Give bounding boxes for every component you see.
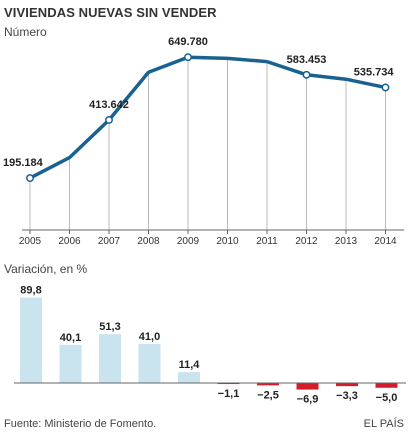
data-point [105,116,113,124]
series-line [28,55,388,180]
x-tick-label: 2011 [256,236,278,247]
bar-value-label: −1,1 [218,388,240,400]
x-tick-label: 2008 [137,236,160,247]
bar [257,383,279,386]
bar-value-label: 51,3 [99,321,120,333]
bar-value-label: −2,5 [257,389,279,401]
chart-title: VIVIENDAS NUEVAS SIN VENDER [4,5,217,20]
data-point [381,83,390,92]
bar [296,383,319,390]
bar-chart-ylabel: Variación, en % [4,262,88,276]
bar-chart: 89,8 40,1 51,3 41,0 11,4 −1,1 −2,5 −6,9 −3,3 −5,0 [14,285,406,406]
line-chart: 2005 2006 2007 2008 2009 2010 2011 2012 2013 2014… [3,36,404,247]
data-label: 535.734 [354,66,395,78]
bar-value-label: −6,9 [297,394,319,406]
x-tick-label: 2013 [335,236,358,247]
line-chart-ylabel: Número [4,25,47,39]
data-label: 649.780 [168,36,208,48]
x-tick-label: 2006 [58,236,81,247]
bar-value-label: −3,3 [336,390,358,402]
data-point [26,174,34,183]
x-tick-label: 2007 [98,236,121,247]
bar [375,383,398,388]
data-label: 413.642 [89,99,129,111]
bar [178,372,200,383]
source-note: Fuente: Ministerio de Fomento. [4,418,157,430]
bar [217,383,240,385]
x-tick-label: 2010 [216,236,239,247]
x-tick-label: 2009 [177,236,200,247]
x-tick-label: 2012 [295,236,318,247]
data-point [184,53,192,62]
x-tick-label: 2005 [19,236,42,247]
bar-value-label: −5,0 [376,392,398,404]
bar [59,344,82,383]
publisher-credit: EL PAÍS [363,418,404,430]
bar-value-label: 89,8 [20,285,41,297]
bar [20,297,42,383]
bar [99,334,121,383]
bar-value-label: 11,4 [179,359,201,371]
x-tick-label: 2014 [374,236,397,247]
data-label: 583.453 [287,54,327,66]
data-label: 195.184 [3,157,44,169]
bar [336,383,358,387]
bar-value-label: 40,1 [60,332,81,344]
bar [138,343,161,383]
bar-value-label: 41,0 [139,331,160,343]
data-point [302,70,311,79]
